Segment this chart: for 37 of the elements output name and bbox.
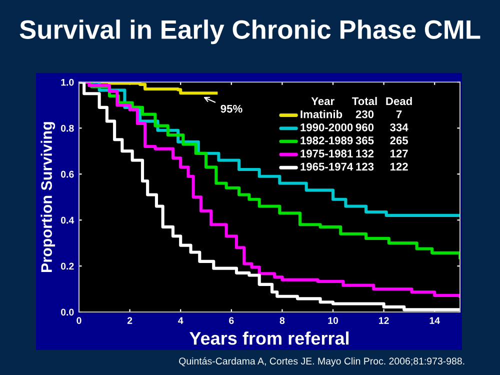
x-tick-label: 8 <box>280 317 285 324</box>
x-tick-label: 12 <box>379 317 389 324</box>
legend-label: 1982-1989 <box>300 136 353 144</box>
y-tick-label: 0.0 <box>61 308 74 316</box>
y-tick-label: 0.2 <box>61 262 74 270</box>
annotation: 123 <box>356 162 374 171</box>
y-tick-label: 0.8 <box>61 124 74 132</box>
legend-title: Year <box>311 97 334 106</box>
annotation: 960 <box>356 123 374 132</box>
annotation: 127 <box>390 150 408 158</box>
legend-label: Imatinib <box>300 110 342 118</box>
x-axis-title: Years from referral <box>190 331 349 345</box>
x-tick-label: 10 <box>328 317 338 324</box>
annotation: 334 <box>390 123 408 132</box>
annotation: 365 <box>356 136 374 144</box>
y-tick-label: 0.6 <box>61 170 74 178</box>
annotation: 230 <box>356 110 374 118</box>
x-tick-label: 14 <box>430 317 440 324</box>
x-tick-label: 6 <box>229 317 234 324</box>
annotation: 7 <box>396 110 402 118</box>
chart-title: Survival in Early Chronic Phase CML <box>20 20 480 44</box>
legend-label: 1975-1981 <box>300 150 353 158</box>
legend-label: 1965-1974 <box>300 162 354 171</box>
y-axis-title: Proportion Surviving <box>40 122 56 272</box>
x-tick-label: 4 <box>178 317 184 324</box>
annotation: 265 <box>390 136 408 144</box>
text: Quintás-Cardama A, Cortes JE. Mayo Clin Proc. 2006;81:973-988. <box>179 357 464 366</box>
legend-label: 1990-2000 <box>300 123 353 132</box>
annotation: 122 <box>390 162 408 171</box>
x-tick-label: 0 <box>76 317 82 324</box>
x-tick-label: 2 <box>127 317 132 324</box>
y-tick-label: 1.0 <box>61 78 74 86</box>
annotation: 132 <box>356 150 374 158</box>
annotation: 95% <box>220 104 242 113</box>
annotation: Dead <box>386 96 412 106</box>
annotation: Total <box>352 96 377 106</box>
y-tick-label: 0.4 <box>61 216 74 224</box>
